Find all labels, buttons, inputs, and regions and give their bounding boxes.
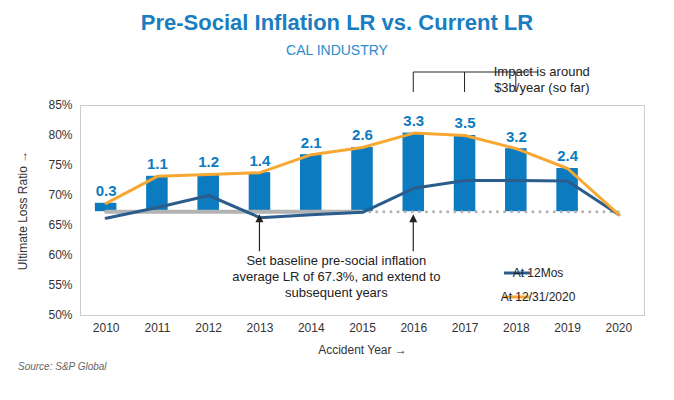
svg-text:Ultimate Loss Ratio →: Ultimate Loss Ratio → (16, 151, 30, 270)
html-text:Source: S&P Global: Source: S&P Global (18, 361, 107, 372)
svg-text:80%: 80% (48, 128, 72, 142)
svg-text:2014: 2014 (298, 321, 325, 335)
svg-text:$3b/year (so far): $3b/year (so far) (494, 80, 589, 95)
svg-text:average LR of 67.3%, and exten: average LR of 67.3%, and extend to (232, 269, 440, 284)
svg-text:subsequent years: subsequent years (285, 285, 388, 300)
svg-text:At 12/31/2020: At 12/31/2020 (501, 290, 576, 304)
svg-text:3.3: 3.3 (403, 112, 424, 129)
svg-text:65%: 65% (48, 218, 72, 232)
svg-text:3.2: 3.2 (506, 128, 527, 145)
svg-text:1.4: 1.4 (250, 152, 272, 169)
svg-text:3.5: 3.5 (455, 114, 476, 131)
svg-text:2015: 2015 (349, 321, 376, 335)
svg-text:1.1: 1.1 (147, 155, 168, 172)
html-text:Pre-Social Inflation LR vs. Cu: Pre-Social Inflation LR vs. Current LR (140, 10, 534, 35)
svg-text:2019: 2019 (554, 321, 581, 335)
svg-text:Impact is around: Impact is around (494, 64, 590, 79)
svg-text:2012: 2012 (195, 321, 222, 335)
html-text:CAL INDUSTRY: CAL INDUSTRY (286, 42, 388, 58)
svg-text:70%: 70% (48, 188, 72, 202)
svg-text:At 12Mos: At 12Mos (513, 266, 564, 280)
svg-text:75%: 75% (48, 158, 72, 172)
svg-text:2020: 2020 (606, 321, 633, 335)
svg-text:2016: 2016 (400, 321, 427, 335)
svg-text:2017: 2017 (452, 321, 479, 335)
svg-text:2013: 2013 (247, 321, 274, 335)
svg-text:2.4: 2.4 (557, 147, 579, 164)
svg-text:2010: 2010 (93, 321, 120, 335)
svg-text:Set baseline pre-social inflat: Set baseline pre-social inflation (246, 253, 426, 268)
svg-text:2011: 2011 (145, 321, 171, 335)
svg-text:0.3: 0.3 (96, 182, 117, 199)
svg-text:2.1: 2.1 (301, 134, 322, 151)
svg-text:50%: 50% (48, 308, 72, 322)
svg-text:85%: 85% (48, 98, 72, 112)
svg-text:Accident Year →: Accident Year → (318, 343, 407, 357)
svg-text:2.6: 2.6 (352, 126, 373, 143)
svg-text:1.2: 1.2 (198, 153, 219, 170)
svg-text:2018: 2018 (503, 321, 530, 335)
svg-text:55%: 55% (48, 278, 72, 292)
svg-text:60%: 60% (48, 248, 72, 262)
